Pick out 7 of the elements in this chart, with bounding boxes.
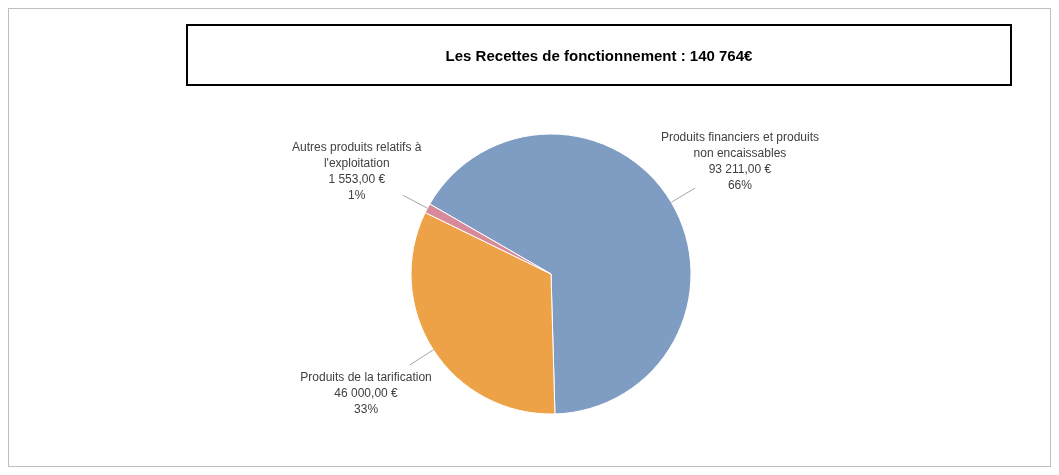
slice-label: Produits financiers et produits non encaissables xyxy=(660,130,819,161)
data-label: 46 000,00 € 33% xyxy=(334,386,399,417)
slice-label: Autres produits relatifs à l'exploitation xyxy=(292,139,422,170)
data-label: 1 553,00 € 1% xyxy=(328,171,386,202)
slice-label: Produits de la tarification xyxy=(300,370,432,385)
chart-title: Les Recettes de fonctionnement : 140 764€ xyxy=(186,24,1012,86)
data-label: 93 211,00 € 66% xyxy=(708,162,772,193)
